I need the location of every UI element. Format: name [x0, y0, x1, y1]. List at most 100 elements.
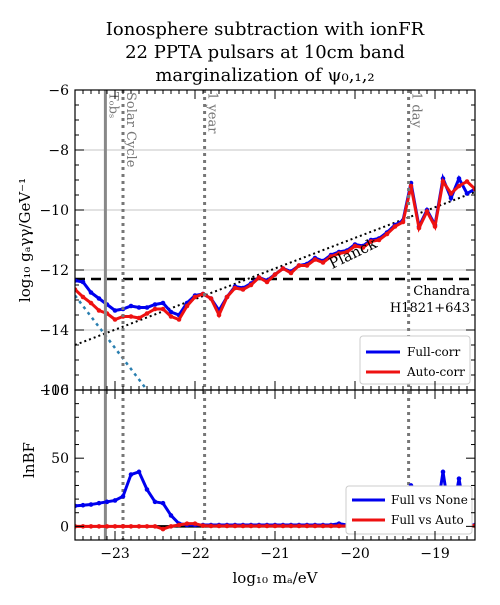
bf-data-point: [176, 522, 182, 528]
data-point: [464, 179, 470, 184]
bottom-y-axis-label: lnBF: [20, 442, 38, 478]
bf-data-point: [456, 476, 462, 481]
data-point: [336, 251, 342, 256]
data-point: [288, 270, 294, 276]
bf-data-point: [440, 469, 446, 475]
top-plot-area: [75, 173, 475, 390]
y-tick-label: −6: [48, 83, 69, 99]
bf-data-point: [96, 500, 102, 506]
y-tick-label: −14: [39, 323, 69, 339]
bf-data-point: [288, 523, 294, 529]
data-point: [88, 290, 94, 295]
bf-data-point: [160, 526, 166, 532]
data-point: [144, 311, 150, 316]
bf-data-point: [120, 494, 126, 499]
bf-data-point: [112, 498, 118, 503]
top-y-axis-label: log₁₀ gₐγγ/GeV⁻¹: [16, 178, 34, 302]
chandra-label-line-1: Chandra: [413, 284, 470, 299]
data-point: [392, 224, 398, 229]
data-point: [168, 314, 174, 319]
data-point: [152, 306, 158, 312]
data-point: [144, 305, 150, 310]
vertical-marker-label: 1 year: [205, 92, 220, 134]
top-panel: Tₒbₛ Solar Cycle 1 year 1 day Planck Chandra H…: [39, 83, 476, 540]
bf-data-point: [120, 524, 126, 529]
bf-data-point: [200, 523, 206, 528]
bf-data-point: [96, 524, 102, 529]
data-point: [96, 308, 102, 313]
y-tick-label: −12: [39, 263, 69, 279]
data-point: [112, 308, 118, 313]
data-point: [456, 176, 462, 181]
data-point: [96, 296, 102, 301]
data-point: [328, 254, 334, 259]
legend-entry: Auto-corr: [406, 365, 465, 379]
bf-data-point: [192, 521, 198, 526]
chart-title-line-1: Ionosphere subtraction with ionFR: [106, 19, 425, 40]
data-point: [176, 317, 182, 322]
data-point: [192, 294, 198, 300]
bf-data-point: [152, 499, 158, 505]
bf-data-point: [88, 502, 94, 507]
bf-data-point: [136, 524, 142, 529]
bf-data-point: [144, 524, 150, 529]
data-point: [320, 260, 326, 265]
y-tick-label: 100: [42, 383, 69, 399]
y-tick-label: −16: [39, 383, 69, 399]
bf-data-point: [104, 499, 110, 505]
data-point: [216, 312, 222, 318]
data-point: [376, 237, 382, 243]
planck-label: Planck: [326, 234, 381, 273]
data-point: [344, 249, 350, 255]
bf-data-point: [152, 524, 158, 529]
bf-data-point: [160, 500, 166, 506]
bf-data-point: [312, 523, 318, 529]
vertical-marker-label: 1 day: [409, 92, 424, 128]
legend-entry: Full vs None: [391, 493, 468, 507]
bf-data-point: [328, 523, 334, 529]
bf-data-point: [216, 523, 222, 529]
x-tick-label: −20: [340, 546, 370, 562]
data-point: [416, 225, 422, 231]
chart-title-line-3: marginalization of ψ₀,₁,₂: [155, 65, 374, 86]
data-point: [280, 266, 286, 271]
data-point: [160, 306, 166, 312]
data-point: [88, 300, 94, 306]
bottom-legend: Full vs None Full vs Auto: [345, 485, 473, 535]
bf-data-point: [104, 524, 110, 529]
data-point: [152, 302, 158, 307]
data-point: [272, 272, 278, 277]
data-point: [136, 315, 142, 321]
x-axis-label: log₁₀ mₐ/eV: [233, 569, 319, 587]
bottom-panel: Full vs None Full vs Auto 0 50 100 −23 −22 −21 −…: [42, 383, 476, 562]
bf-data-point: [168, 513, 174, 518]
bf-data-point: [320, 523, 326, 529]
data-point: [304, 263, 310, 268]
data-point: [296, 263, 302, 268]
data-point: [128, 303, 134, 309]
bf-data-point: [88, 524, 94, 529]
legend-entry: Full-corr: [407, 345, 460, 359]
data-point: [232, 285, 238, 291]
bf-data-point: [296, 523, 302, 529]
bf-data-point: [128, 524, 134, 529]
data-point: [448, 195, 454, 201]
y-tick-label: 50: [51, 451, 69, 467]
bf-data-point: [280, 523, 286, 529]
bottom-legend-box: [345, 485, 473, 535]
vertical-marker-label: Tₒbₛ: [105, 92, 120, 118]
x-tick-label: −19: [420, 546, 450, 562]
data-point: [168, 309, 174, 315]
bf-data-point: [336, 523, 342, 529]
data-point: [128, 314, 134, 319]
bf-data-point: [304, 523, 310, 529]
y-tick-label: 0: [60, 519, 69, 535]
x-tick-label: −23: [100, 546, 130, 562]
data-point: [408, 183, 414, 189]
data-point: [464, 191, 470, 196]
bf-data-point: [224, 523, 230, 529]
x-tick-label: −22: [180, 546, 210, 562]
top-legend: Full-corr Auto-corr: [359, 335, 471, 385]
legend-entry: Full vs Auto: [391, 513, 464, 527]
bf-data-point: [232, 523, 238, 529]
